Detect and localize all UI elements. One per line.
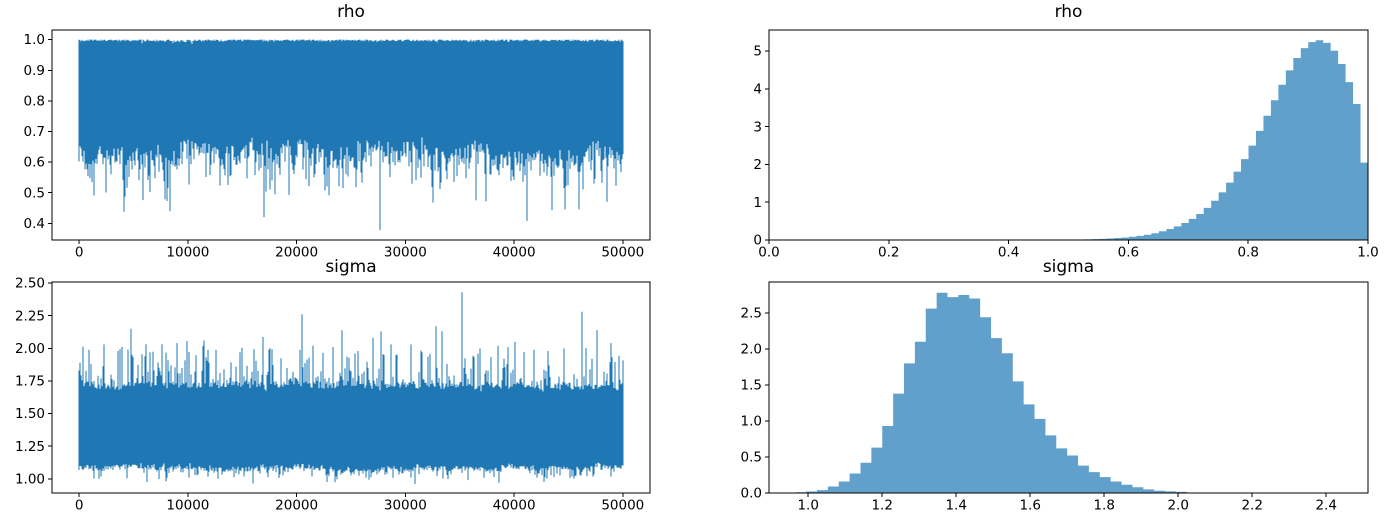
x-tick-label: 20000 — [275, 245, 318, 261]
histogram-bars — [795, 292, 1340, 493]
x-tick-label: 50000 — [601, 498, 644, 514]
x-tick-label: 2.2 — [1241, 498, 1262, 514]
title-sigma-hist: sigma — [1042, 257, 1095, 277]
y-tick-label: 1.0 — [741, 414, 762, 430]
y-tick-label: 0.0 — [741, 486, 762, 502]
x-tick-label: 50000 — [601, 245, 644, 261]
x-tick-label: 20000 — [275, 498, 318, 514]
trace-line — [78, 292, 624, 485]
y-tick-label: 2.50 — [15, 276, 45, 292]
y-tick-label: 0.6 — [24, 155, 45, 171]
axes-frame — [51, 29, 651, 241]
y-tick-label: 2.5 — [741, 306, 762, 322]
y-tick-label: 3 — [753, 119, 762, 135]
x-tick-label: 40000 — [493, 498, 536, 514]
x-tick-label: 2.0 — [1167, 498, 1188, 514]
x-tick-label: 1.6 — [1019, 498, 1040, 514]
x-tick-label: 10000 — [166, 245, 209, 261]
title-sigma-trace: sigma — [325, 257, 377, 277]
y-tick-label: 5 — [753, 44, 762, 60]
x-tick-label: 1.0 — [797, 498, 818, 514]
y-tick-label: 1 — [753, 195, 762, 211]
y-tick-label: 2.0 — [741, 342, 762, 358]
y-tick-label: 1.75 — [15, 374, 45, 390]
y-tick-label: 2 — [753, 157, 762, 173]
x-tick-label: 0.2 — [878, 245, 899, 261]
x-tick-label: 0.8 — [1237, 245, 1258, 261]
y-tick-label: 4 — [753, 82, 762, 98]
x-tick-label: 10000 — [166, 498, 209, 514]
y-tick-label: 1.00 — [15, 471, 45, 487]
x-tick-label: 30000 — [384, 498, 427, 514]
y-tick-label: 0.5 — [24, 185, 45, 201]
y-tick-label: 1.25 — [15, 439, 45, 455]
x-tick-label: 0.4 — [998, 245, 1019, 261]
y-tick-label: 0.5 — [741, 450, 762, 466]
y-tick-label: 1.0 — [24, 32, 45, 48]
x-tick-label: 1.0 — [1357, 245, 1378, 261]
y-tick-label: 1.5 — [741, 378, 762, 394]
x-tick-label: 0 — [75, 498, 84, 514]
histogram-bars — [994, 40, 1368, 241]
y-tick-label: 0.7 — [24, 124, 45, 140]
x-tick-label: 1.2 — [871, 498, 892, 514]
x-tick-label: 40000 — [493, 245, 536, 261]
x-tick-label: 0.0 — [758, 245, 779, 261]
title-rho-trace: rho — [337, 2, 365, 22]
axes-frame — [768, 281, 1369, 494]
y-tick-label: 0.9 — [24, 63, 45, 79]
y-tick-label: 1.50 — [15, 406, 45, 422]
x-tick-label: 0.6 — [1118, 245, 1139, 261]
x-tick-label: 30000 — [384, 245, 427, 261]
y-tick-label: 0.4 — [24, 216, 45, 232]
x-tick-label: 1.8 — [1093, 498, 1114, 514]
axes-frame — [768, 29, 1369, 241]
x-tick-label: 0 — [75, 245, 84, 261]
x-tick-label: 2.4 — [1315, 498, 1336, 514]
x-tick-label: 1.4 — [945, 498, 966, 514]
y-tick-label: 2.00 — [15, 341, 45, 357]
y-tick-label: 0.8 — [24, 93, 45, 109]
title-rho-hist: rho — [1054, 2, 1083, 22]
axes-frame — [51, 281, 651, 494]
y-tick-label: 0 — [753, 233, 762, 249]
trace-line — [78, 39, 624, 231]
y-tick-label: 2.25 — [15, 308, 45, 324]
